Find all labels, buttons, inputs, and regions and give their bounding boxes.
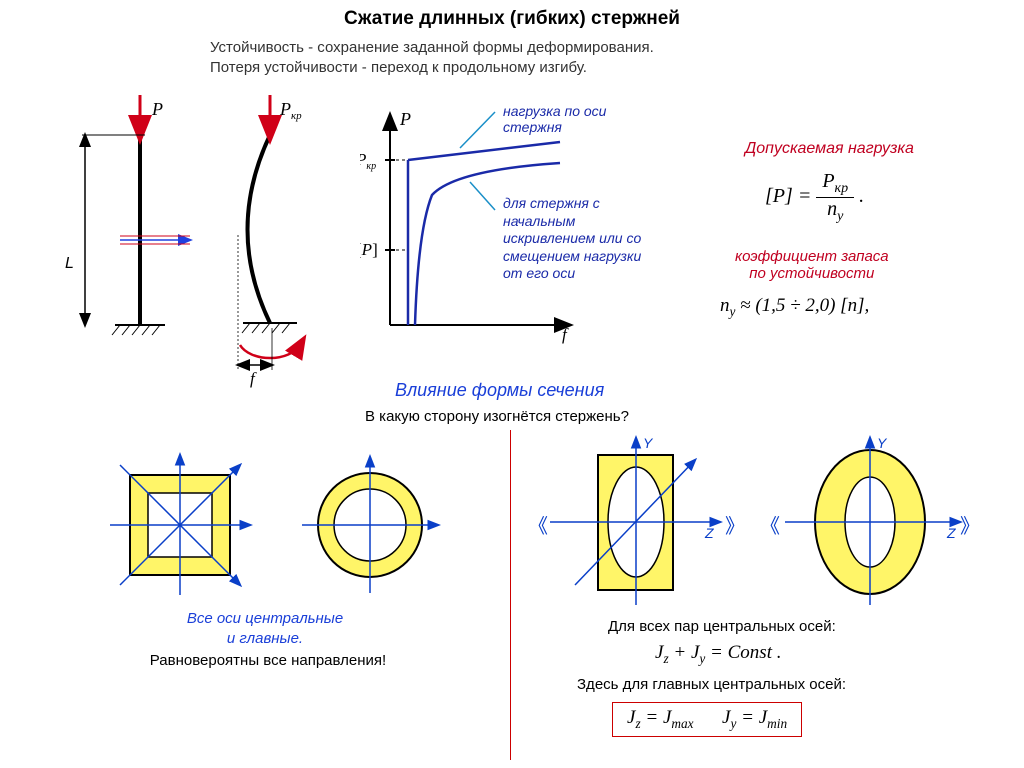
left-caption-black: Равновероятны все направления! [108, 651, 428, 671]
graph-ann1: нагрузка по оси стержня [503, 103, 606, 135]
svg-text:Z: Z [946, 525, 956, 541]
right-cap2: Здесь для главных центральных осей: [577, 676, 846, 693]
svg-text:P: P [399, 109, 411, 129]
allowable-title: Допускаемая нагрузка [745, 140, 914, 158]
rod-diagram: P Pкр f [60, 90, 350, 390]
svg-text:Y: Y [643, 435, 654, 451]
square-section [100, 445, 260, 605]
definition-block: Устойчивость - сохранение заданной формы… [210, 38, 654, 79]
vertical-divider [510, 430, 511, 760]
ring-section [290, 445, 450, 605]
allowable-formula: [P] = Pкр nу . [765, 170, 864, 225]
svg-text:[P]: [P] [360, 240, 378, 259]
svg-text:f: f [562, 325, 569, 344]
chev-r2: 》 [960, 510, 980, 539]
chev-l2: 《 [760, 510, 780, 539]
svg-text:Y: Y [877, 435, 888, 451]
right-formula2-box: Jz = Jmax Jy = Jmin [612, 702, 802, 737]
svg-text:Z: Z [704, 525, 714, 541]
rect-ellipse-section: Y Z [540, 430, 730, 610]
ellipse-section: Y Z [770, 430, 970, 610]
safety-title: коэффициент запаса по устойчивости [735, 248, 889, 282]
def-line1: Устойчивость - сохранение заданной формы… [210, 39, 654, 56]
left-caption-blue: Все оси центральные и главные. [135, 609, 395, 648]
safety-formula: nу ≈ (1,5 ÷ 2,0) [n], [720, 295, 869, 320]
right-cap1: Для всех пар центральных осей: [608, 618, 836, 635]
section-title: Влияние формы сечения [395, 380, 604, 401]
svg-text:Pкр: Pкр [279, 99, 302, 122]
svg-text:f: f [250, 369, 257, 388]
svg-text:P: P [151, 99, 163, 119]
label-L: L [65, 255, 74, 273]
question-text: В какую сторону изогнётся стержень? [365, 408, 629, 425]
chev-r1: 》 [725, 510, 745, 539]
chev-l1: 《 [528, 510, 548, 539]
main-title: Сжатие длинных (гибких) стержней [0, 8, 1024, 30]
right-formula1: Jz + Jу = Const . [655, 642, 781, 667]
def-line2: Потеря устойчивости - переход к продольн… [210, 59, 587, 76]
svg-text:Pкр: Pкр [360, 150, 376, 172]
graph-ann2: для стержня с начальным искривлением или… [503, 195, 641, 283]
